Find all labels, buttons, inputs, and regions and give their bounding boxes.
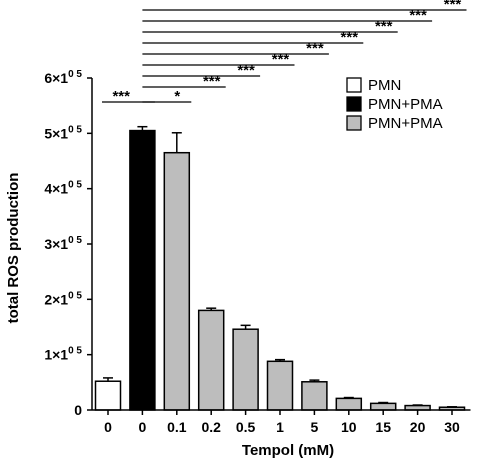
significance-label: *** bbox=[341, 29, 359, 46]
y-tick-label: 2×10 5 bbox=[44, 290, 82, 307]
legend-label: PMN+PMA bbox=[368, 115, 443, 132]
x-tick-label: 15 bbox=[375, 419, 391, 435]
x-tick-label: 0 bbox=[139, 419, 147, 435]
y-tick-exponent: 0 5 bbox=[68, 346, 82, 357]
legend-swatch bbox=[346, 115, 362, 131]
x-tick-label: 20 bbox=[410, 419, 426, 435]
x-tick-label: 30 bbox=[444, 419, 460, 435]
legend-swatch bbox=[346, 77, 362, 93]
y-axis-title: total ROS production bbox=[5, 173, 22, 324]
bar bbox=[94, 380, 122, 411]
bar bbox=[335, 397, 363, 411]
x-tick-label: 0.2 bbox=[201, 419, 221, 435]
legend-swatch bbox=[346, 96, 362, 112]
y-axis: 0 1×10 5 2×10 5 3×10 5 4×10 5 5×10 5 6×10 5 bbox=[44, 69, 93, 418]
significance-label: *** bbox=[237, 62, 255, 79]
bar bbox=[232, 328, 259, 411]
bar bbox=[369, 402, 397, 411]
bar bbox=[266, 360, 294, 411]
bar bbox=[129, 129, 156, 411]
x-tick-label: 1 bbox=[276, 419, 284, 435]
y-tick-label: 1×10 5 bbox=[44, 346, 82, 363]
significance-label: *** bbox=[409, 7, 427, 24]
x-tick-label: 10 bbox=[341, 419, 357, 435]
y-tick-exponent: 0 5 bbox=[68, 69, 82, 80]
significance-label: *** bbox=[112, 88, 130, 105]
bar bbox=[197, 309, 225, 411]
y-tick-label: 5×10 5 bbox=[44, 124, 82, 141]
legend-label: PMN+PMA bbox=[368, 96, 443, 113]
y-tick-label: 0 bbox=[74, 402, 82, 418]
significance-label: *** bbox=[203, 73, 221, 90]
x-tick-label: 5 bbox=[311, 419, 319, 435]
y-tick-label: 6×10 5 bbox=[44, 69, 82, 86]
y-tick-exponent: 0 5 bbox=[68, 180, 82, 191]
x-axis: 0 0 0.1 0.2 0.5 1 5 10 15 20 30 bbox=[92, 409, 471, 435]
significance-label: * bbox=[174, 88, 180, 105]
significance-label: *** bbox=[272, 51, 290, 68]
bar bbox=[163, 151, 191, 411]
bars bbox=[94, 125, 466, 411]
significance-label: *** bbox=[444, 0, 462, 13]
y-tick-label: 3×10 5 bbox=[44, 235, 82, 252]
x-tick-label: 0.5 bbox=[236, 419, 256, 435]
y-tick-label: 4×10 5 bbox=[44, 180, 82, 197]
bar bbox=[301, 381, 328, 411]
x-tick-label: 0.1 bbox=[167, 419, 187, 435]
y-tick-exponent: 0 5 bbox=[68, 235, 82, 246]
significance-label: *** bbox=[375, 18, 393, 35]
legend-label: PMN bbox=[368, 77, 401, 94]
y-tick-exponent: 0 5 bbox=[68, 290, 82, 301]
x-axis-title: Tempol (mM) bbox=[242, 442, 334, 459]
x-tick-label: 0 bbox=[104, 419, 112, 435]
legend: PMN PMN+PMA PMN+PMA bbox=[346, 77, 443, 132]
significance-label: *** bbox=[306, 40, 324, 57]
significance-brackets: *** ************************* bbox=[102, 0, 467, 105]
y-tick-exponent: 0 5 bbox=[68, 124, 82, 135]
